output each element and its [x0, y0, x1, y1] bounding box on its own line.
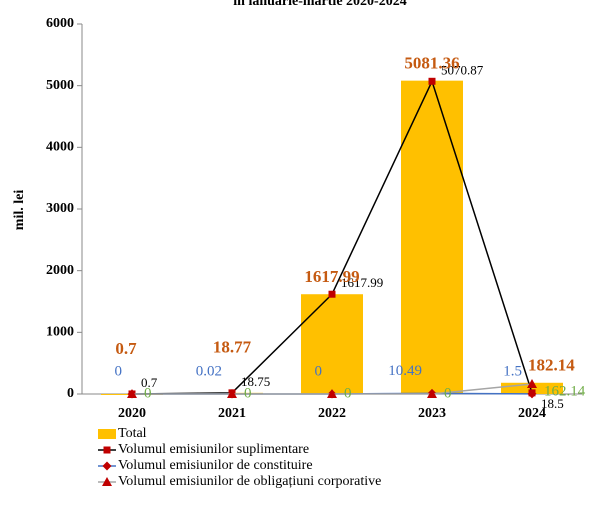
data-label: 10.49: [388, 363, 422, 379]
data-label: 0.7: [141, 375, 158, 390]
data-label: 1.5: [503, 363, 522, 379]
y-tick-label: 2000: [46, 263, 74, 278]
bar: [401, 80, 463, 394]
series-marker: [527, 379, 537, 389]
series-marker: [127, 389, 137, 398]
bar-label: 18.77: [213, 338, 252, 357]
chart-title: în ianuarie-martie 2020-2024: [232, 0, 406, 9]
bar-label: 1617.99: [304, 267, 359, 286]
data-label: 0: [144, 385, 152, 401]
data-label: 0: [344, 385, 352, 401]
legend-swatch: [98, 429, 116, 439]
bar-label: 5081.36: [404, 54, 459, 73]
series-marker: [428, 77, 436, 85]
bar-label: 182.14: [528, 356, 575, 375]
data-label: 162.14: [544, 383, 586, 399]
series-marker: [227, 389, 237, 398]
legend-marker: [103, 446, 111, 454]
data-label: 18.5: [541, 396, 564, 411]
series-marker: [527, 389, 537, 399]
x-tick-label: 2024: [518, 406, 546, 421]
series-marker: [427, 389, 437, 398]
x-tick-label: 2021: [218, 406, 246, 421]
bar: [301, 294, 363, 394]
legend-marker: [102, 477, 112, 486]
y-tick-label: 0: [67, 386, 74, 401]
legend-label: Volumul emisiunilor suplimentare: [118, 442, 309, 457]
y-tick-label: 6000: [46, 16, 74, 31]
bar-label: 0.7: [115, 339, 137, 358]
y-axis-label: mil. lei: [12, 190, 27, 231]
legend-label: Total: [118, 426, 147, 441]
y-tick-label: 5000: [46, 78, 74, 93]
series-marker: [328, 290, 336, 298]
data-label: 1617.99: [341, 275, 383, 290]
data-label: 0: [315, 363, 323, 379]
legend-label: Volumul emisiunilor de obligațiuni corpo…: [118, 474, 381, 489]
legend-label: Volumul emisiunilor de constituire: [118, 458, 313, 473]
data-label: 0: [444, 385, 452, 401]
data-label: 0: [115, 363, 123, 379]
legend-marker: [102, 461, 112, 471]
x-tick-label: 2023: [418, 406, 446, 421]
data-label: 0: [244, 385, 252, 401]
y-tick-label: 3000: [46, 201, 74, 216]
data-label: 0.02: [196, 363, 222, 379]
series-marker: [327, 389, 337, 398]
data-label: 5070.87: [441, 62, 484, 77]
bar: [501, 382, 563, 394]
y-tick-label: 4000: [46, 140, 74, 155]
x-tick-label: 2022: [318, 406, 346, 421]
y-tick-label: 1000: [46, 325, 74, 340]
x-tick-label: 2020: [118, 406, 146, 421]
data-label: 18.75: [241, 374, 270, 389]
